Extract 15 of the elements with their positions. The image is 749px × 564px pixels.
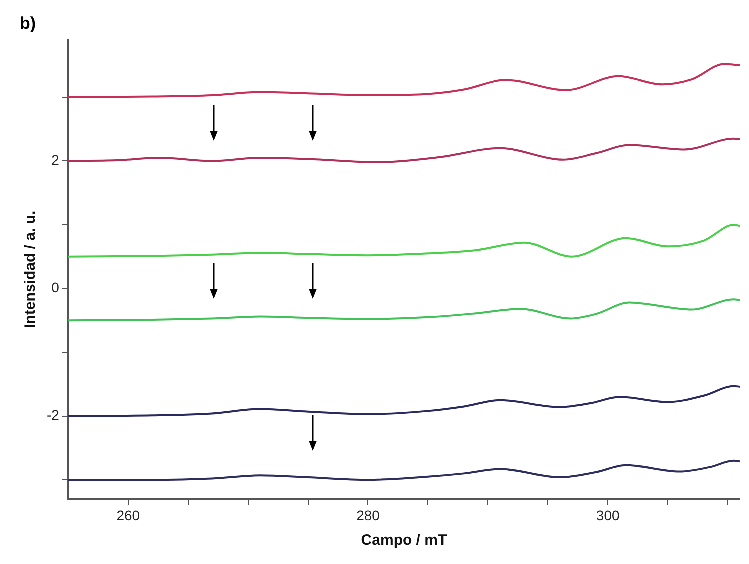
line-series: [68, 63, 740, 98]
y-tick-label: 0: [52, 280, 60, 296]
x-axis-title: Campo / mT: [361, 532, 448, 550]
line-series: [68, 460, 740, 482]
line-series: [68, 298, 740, 322]
y-axis-title: Intensidad / a. u.: [22, 210, 40, 328]
x-tick-label: 280: [356, 507, 380, 524]
x-tick-label: 300: [596, 507, 620, 524]
y-tick-label: -2: [46, 407, 60, 424]
line-series: [68, 385, 740, 418]
line-series: [68, 138, 740, 164]
y-tick-label: 2: [52, 152, 60, 168]
x-tick-label: 260: [116, 507, 140, 524]
text: b): [20, 14, 36, 34]
line-series: [68, 224, 740, 258]
